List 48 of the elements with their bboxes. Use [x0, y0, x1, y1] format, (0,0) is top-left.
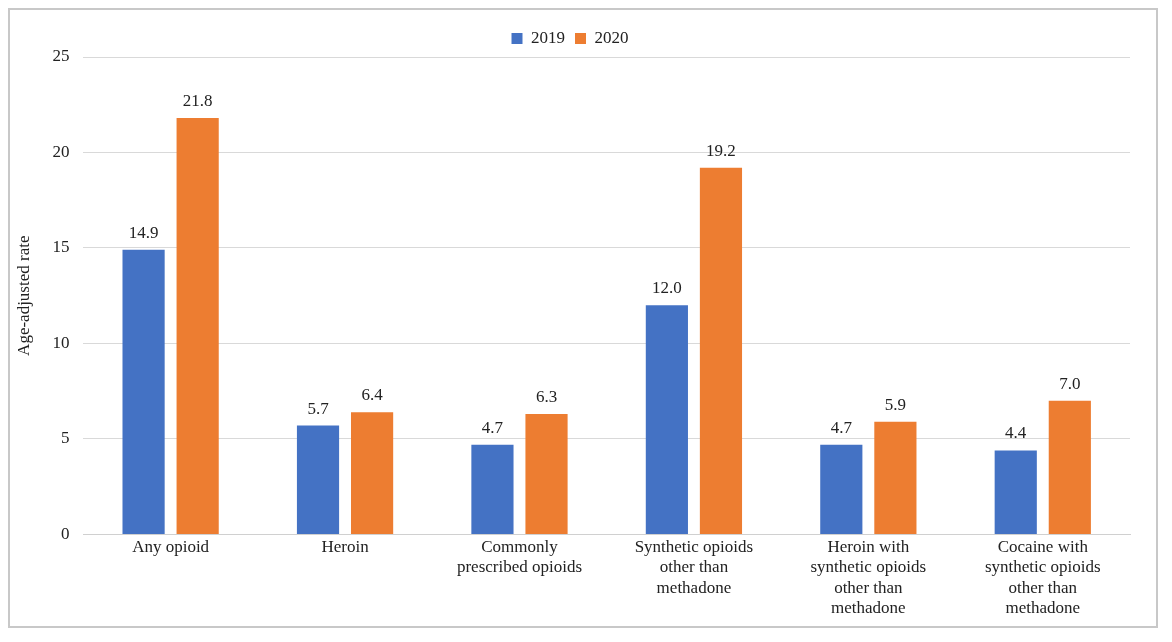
data-label: 6.3 — [535, 387, 558, 407]
data-label: 5.9 — [884, 394, 907, 414]
bar — [525, 414, 568, 534]
bar — [471, 444, 514, 534]
data-label: 4.4 — [1005, 423, 1027, 443]
category-label: Heroin — [321, 537, 369, 557]
data-label: 4.7 — [830, 417, 853, 437]
bar — [994, 450, 1037, 534]
y-tick-label: 25 — [52, 46, 70, 66]
category-label: methadone — [1005, 598, 1081, 618]
bar — [122, 249, 165, 534]
bar — [874, 421, 917, 534]
bar — [1048, 400, 1091, 534]
y-tick-label: 20 — [52, 141, 70, 161]
bar — [351, 412, 394, 534]
bar — [699, 167, 743, 534]
legend-label: 2019 — [531, 27, 565, 47]
y-axis-title: Age-adjusted rate — [13, 235, 33, 356]
category-label: other than — [834, 577, 903, 597]
data-label: 12.0 — [652, 278, 682, 298]
data-label: 21.8 — [182, 91, 213, 111]
data-label: 19.2 — [706, 140, 736, 160]
category-label: prescribed opioids — [456, 557, 583, 577]
bar — [820, 444, 863, 534]
y-tick-label: 10 — [52, 332, 70, 352]
category-label: synthetic opioids — [984, 557, 1101, 577]
category-label: synthetic opioids — [810, 557, 927, 577]
bar — [176, 118, 219, 534]
bar — [296, 425, 340, 534]
bar — [645, 305, 688, 534]
data-label: 5.7 — [307, 398, 330, 418]
y-tick-label: 5 — [60, 428, 70, 448]
category-label: Cocaine with — [997, 537, 1088, 557]
category-label: Heroin with — [827, 537, 910, 557]
category-label: methadone — [831, 598, 906, 618]
y-tick-label: 15 — [52, 237, 70, 257]
category-label: other than — [659, 557, 729, 577]
data-label: 6.4 — [361, 385, 384, 405]
category-label: Synthetic opioids — [634, 537, 754, 557]
data-label: 4.7 — [481, 417, 504, 437]
data-label: 14.9 — [128, 222, 159, 242]
y-tick-label: 0 — [60, 523, 70, 543]
legend-label: 2020 — [594, 27, 629, 47]
category-label: other than — [1008, 577, 1078, 597]
category-label: Any opioid — [132, 537, 210, 557]
category-label: methadone — [656, 577, 732, 597]
category-label: Commonly — [481, 537, 558, 557]
data-label: 7.0 — [1059, 373, 1081, 393]
